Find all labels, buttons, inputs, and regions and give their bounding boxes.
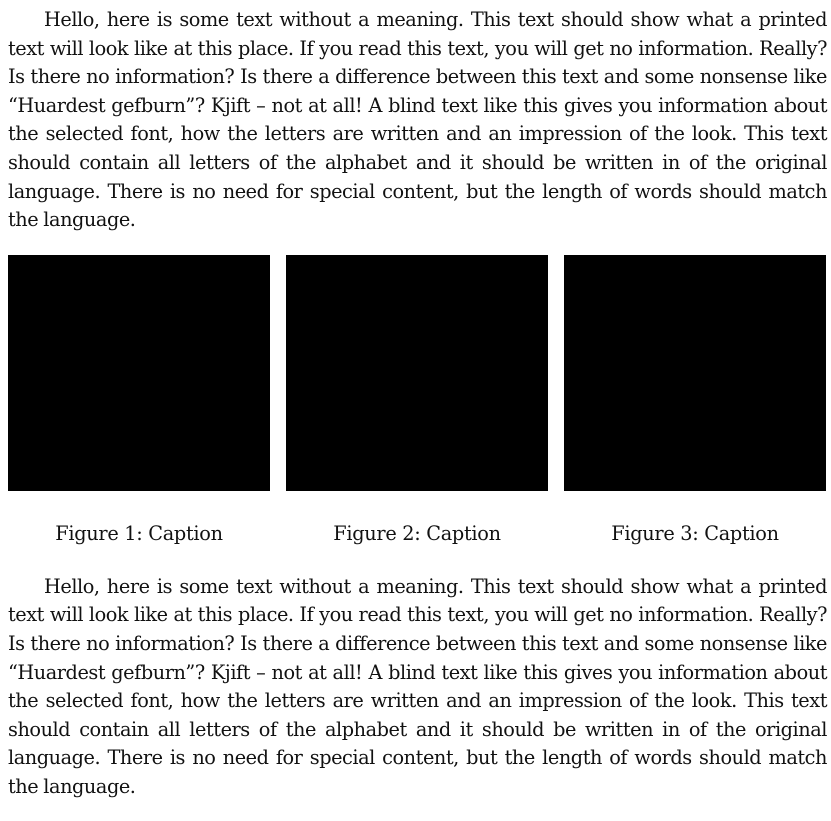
document-page: Hello, here is some text without a meani…: [8, 6, 827, 802]
figure-1: Figure 1: Caption: [8, 254, 270, 545]
figure-3: Figure 3: Caption: [564, 254, 826, 545]
body-paragraph-bottom: Hello, here is some text without a meani…: [8, 574, 827, 798]
figure-3-image: [564, 254, 826, 491]
figure-2-caption: Figure 2: Caption: [333, 521, 501, 545]
figure-2-image: [286, 254, 548, 491]
figure-2: Figure 2: Caption: [286, 254, 548, 545]
figure-3-caption: Figure 3: Caption: [611, 521, 779, 545]
body-paragraph-top: Hello, here is some text without a meani…: [8, 8, 827, 232]
figure-1-caption: Figure 1: Caption: [55, 521, 223, 545]
figure-1-image: [8, 254, 270, 491]
figure-row: Figure 1: Caption Figure 2: Caption Figu…: [8, 254, 827, 573]
